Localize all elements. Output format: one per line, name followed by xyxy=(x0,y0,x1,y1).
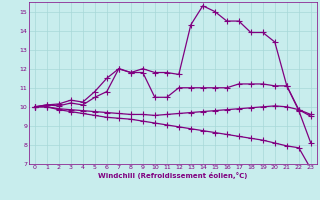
X-axis label: Windchill (Refroidissement éolien,°C): Windchill (Refroidissement éolien,°C) xyxy=(98,172,247,179)
